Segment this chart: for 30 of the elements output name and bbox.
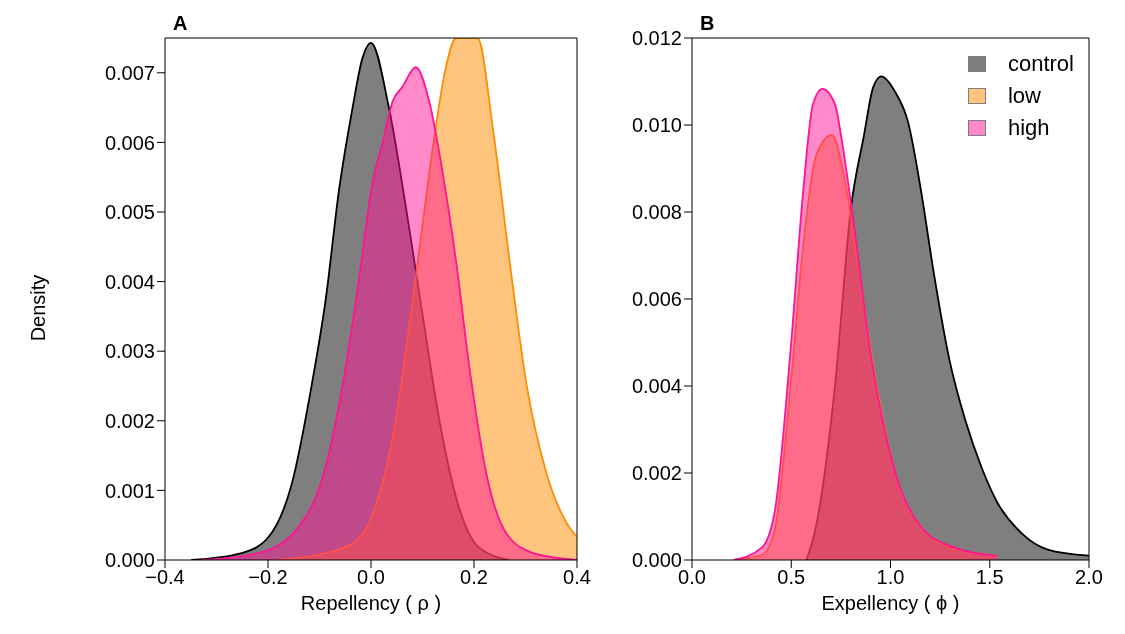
y-tick-label: 0.005 [104, 201, 155, 224]
y-tick-label: 0.008 [631, 201, 682, 224]
y-tick-label: 0.004 [104, 270, 155, 293]
x-tick-label: 1.0 [876, 566, 905, 589]
chart-title: A [173, 12, 188, 35]
y-tick-label: 0.007 [104, 61, 155, 84]
y-tick-label: 0.010 [631, 114, 682, 137]
y-tick-label: 0.002 [104, 409, 155, 432]
y-tick-label: 0.006 [631, 288, 682, 311]
chart-title: B [700, 12, 715, 35]
x-axis-title: Repellency ( ρ ) [300, 592, 442, 614]
x-tick-label: 0.4 [563, 566, 591, 589]
x-tick-label: 2.0 [1075, 566, 1103, 589]
x-tick-label: 0.2 [460, 566, 488, 589]
x-tick-label: 1.5 [975, 566, 1004, 589]
y-tick-label: 0.012 [631, 27, 682, 50]
y-tick-label: 0.001 [104, 479, 155, 502]
y-tick-label: 0.006 [104, 131, 155, 154]
x-tick-label: −0.2 [248, 566, 288, 589]
x-tick-label: 0.0 [678, 566, 706, 589]
legend-label: low [1007, 83, 1041, 109]
x-tick-label: 0.5 [777, 566, 806, 589]
y-tick-label: 0.003 [104, 340, 155, 363]
y-tick-label: 0.004 [631, 375, 682, 398]
legend-label: control [1007, 51, 1074, 77]
x-axis-title: Expellency ( ϕ ) [821, 592, 960, 614]
legend-label: high [1007, 115, 1050, 141]
y-axis-title: Density [26, 274, 50, 342]
x-tick-label: 0.0 [357, 566, 385, 589]
y-tick-label: 0.002 [631, 462, 682, 485]
